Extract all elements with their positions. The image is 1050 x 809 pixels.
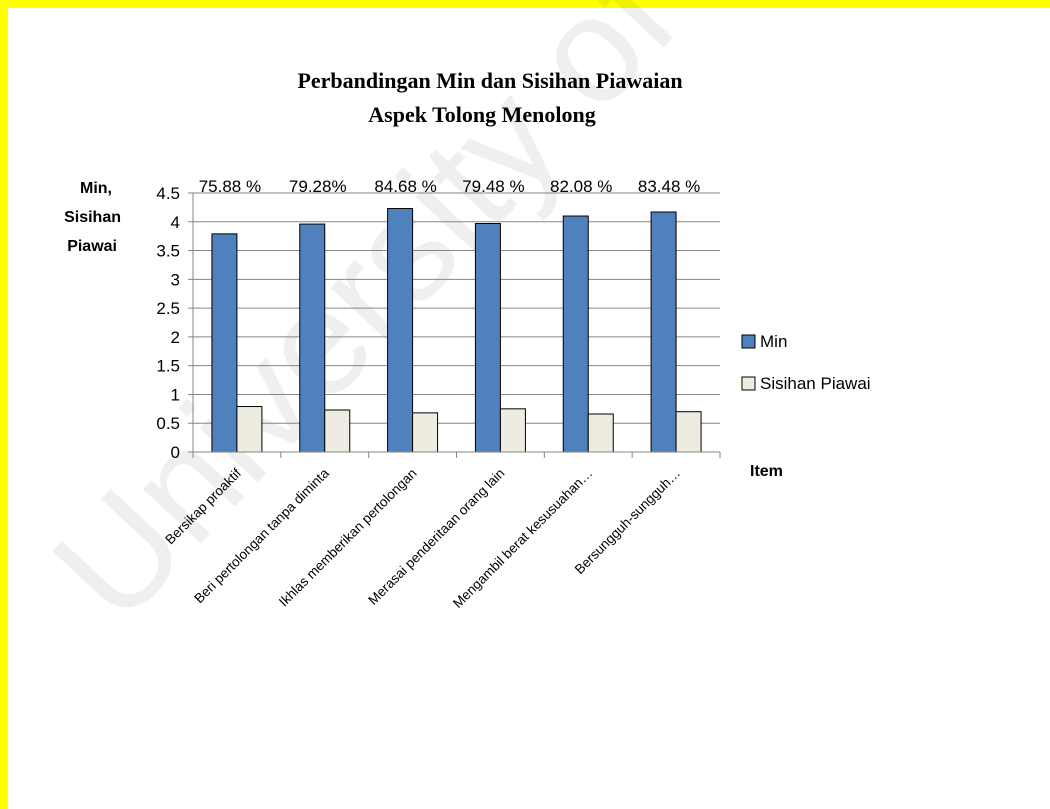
y-tick-label: 3 <box>171 270 180 289</box>
bar-min <box>475 224 500 452</box>
legend-label-min: Min <box>760 332 787 351</box>
bar-min <box>300 224 325 452</box>
legend-swatch-sisihan-piawai <box>742 377 755 390</box>
y-tick-label: 4.5 <box>156 184 180 203</box>
bar-min <box>563 216 588 452</box>
y-tick-label: 0 <box>171 443 180 462</box>
data-label: 75.88 % <box>199 177 261 196</box>
category-label: Mengambil berat kesusuahan… <box>450 466 595 611</box>
y-tick-label: 3.5 <box>156 242 180 261</box>
bar-min <box>651 212 676 452</box>
bar-sisihan-piawai <box>500 409 525 452</box>
y-tick-label: 1.5 <box>156 357 180 376</box>
data-label: 84.68 % <box>374 177 436 196</box>
y-tick-label: 4 <box>171 213 180 232</box>
y-tick-label: 2.5 <box>156 299 180 318</box>
bar-sisihan-piawai <box>676 412 701 452</box>
y-axis-title-line-2: Sisihan <box>64 209 121 226</box>
bar-sisihan-piawai <box>325 410 350 452</box>
y-tick-label: 1 <box>171 385 180 404</box>
y-tick-label: 2 <box>171 328 180 347</box>
chart-title: Perbandingan Min dan Sisihan Piawaian <box>297 68 682 93</box>
bar-min <box>212 234 237 452</box>
y-axis-title-line-1: Min, <box>80 180 112 197</box>
legend: Min Sisihan Piawai <box>742 332 871 393</box>
bar-sisihan-piawai <box>413 413 438 452</box>
chart-subtitle: Aspek Tolong Menolong <box>368 102 595 127</box>
data-label: 79.48 % <box>462 177 524 196</box>
x-axis-title: Item <box>750 463 783 480</box>
bar-sisihan-piawai <box>588 414 613 452</box>
data-label: 83.48 % <box>638 177 700 196</box>
data-label: 79.28% <box>289 177 347 196</box>
y-tick-label: 0.5 <box>156 414 180 433</box>
legend-label-sisihan-piawai: Sisihan Piawai <box>760 374 871 393</box>
bar-min <box>388 209 413 452</box>
category-label: Ikhlas memberikan pertolongan <box>276 466 420 610</box>
y-axis-title-line-3: Piawai <box>67 238 117 255</box>
legend-swatch-min <box>742 335 755 348</box>
bar-sisihan-piawai <box>237 407 262 452</box>
data-label: 82.08 % <box>550 177 612 196</box>
